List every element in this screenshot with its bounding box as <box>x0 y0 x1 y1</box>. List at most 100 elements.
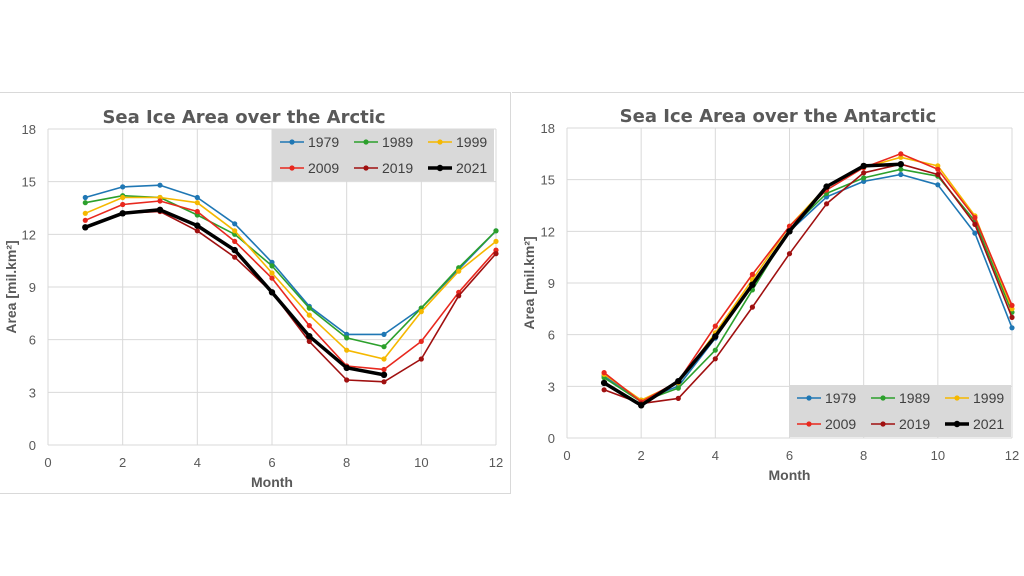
arctic-legend-label-1979: 1979 <box>308 134 339 150</box>
antarctic-legend-label-1979: 1979 <box>825 390 856 406</box>
arctic-y-tick-label: 9 <box>29 280 36 295</box>
arctic-series-2021-point <box>156 206 164 213</box>
antarctic-y-tick-label: 9 <box>548 276 555 291</box>
antarctic-legend-label-1999: 1999 <box>973 390 1004 406</box>
antarctic-series-1989-point <box>675 385 681 391</box>
arctic-y-tick-label: 18 <box>22 122 36 137</box>
antarctic-series-1979-point <box>972 230 978 236</box>
arctic-series-2019-point <box>306 338 312 344</box>
antarctic-legend-marker-2019 <box>880 421 886 427</box>
arctic-series-2009-point <box>381 366 387 373</box>
arctic-x-tick-label: 4 <box>194 455 201 470</box>
antarctic-x-tick-label: 4 <box>712 448 719 463</box>
arctic-series-1999-point <box>306 312 312 318</box>
arctic-series-1979-point <box>157 182 163 188</box>
arctic-series-1989-point <box>306 305 312 311</box>
antarctic-series-2019 <box>601 161 1015 407</box>
arctic-legend-label-2019: 2019 <box>382 160 413 176</box>
antarctic-series-2019-point <box>712 356 718 362</box>
antarctic-series-2019-point <box>972 221 978 227</box>
arctic-series-2021-point <box>343 364 350 371</box>
arctic-series-1999-point <box>120 194 126 201</box>
arctic-series-1999-line <box>84 196 497 360</box>
arctic-series-2021-point <box>194 222 201 229</box>
arctic-series-2019-point <box>344 377 350 383</box>
antarctic-series-2021 <box>600 161 904 409</box>
antarctic-x-tick-label: 0 <box>563 448 570 463</box>
antarctic-x-tick-label: 6 <box>786 448 793 463</box>
arctic-series-1999-point <box>269 270 275 276</box>
antarctic-series-2021-point <box>749 281 756 288</box>
antarctic-legend-marker-2021 <box>953 420 961 428</box>
arctic-x-tick-label: 8 <box>343 455 350 470</box>
arctic-series-1999-point <box>194 200 200 206</box>
arctic-series-1979-point <box>120 184 126 190</box>
antarctic-legend-label-1989: 1989 <box>899 390 930 406</box>
arctic-series-1999-point <box>232 228 238 234</box>
arctic-series-2019-point <box>493 251 499 257</box>
arctic-legend-marker-1989 <box>363 139 369 145</box>
antarctic-legend-label-2019: 2019 <box>899 416 930 432</box>
antarctic-chart-title: Sea Ice Area over the Antarctic <box>620 106 937 127</box>
arctic-chart: Sea Ice Area over the Arctic 0 3 6 9 12 15 18 0 2… <box>3 107 503 490</box>
arctic-chart-title: Sea Ice Area over the Arctic <box>102 107 385 128</box>
arctic-series-1999-point <box>381 356 387 362</box>
antarctic-series-2021-point <box>823 183 830 190</box>
arctic-series-2019-point <box>232 254 238 260</box>
antarctic-series-2019-point <box>749 304 755 310</box>
antarctic-legend-marker-2009 <box>806 421 812 427</box>
arctic-series-2009-point <box>306 323 312 329</box>
antarctic-chart: Sea Ice Area over the Antarctic 0 3 6 9 12 15 1… <box>521 106 1019 483</box>
antarctic-chart-panel: Sea Ice Area over the Antarctic 0 3 6 9 12 15 1… <box>512 92 1024 493</box>
arctic-series-2021-point <box>231 246 238 254</box>
antarctic-y-tick-label: 12 <box>541 224 555 239</box>
arctic-y-tick-label: 12 <box>22 227 36 242</box>
arctic-series-2021 <box>82 206 388 378</box>
arctic-chart-panel: Sea Ice Area over the Arctic 0 3 6 9 12 15 18 0 2… <box>0 92 511 494</box>
antarctic-legend-label-2021: 2021 <box>973 416 1004 432</box>
antarctic-series-2009-point <box>935 166 941 172</box>
antarctic-series-2021-point <box>712 333 719 340</box>
arctic-series-1979-point <box>232 221 238 227</box>
arctic-y-tick-label: 15 <box>22 175 36 190</box>
antarctic-series-1979-line <box>603 173 1013 401</box>
antarctic-series-2019-point <box>1009 314 1015 320</box>
arctic-y-tick-label: 3 <box>29 385 36 400</box>
arctic-series-1999-point <box>418 309 424 315</box>
antarctic-series-1979-point <box>935 182 941 188</box>
arctic-series-1979-point <box>381 331 387 337</box>
antarctic-legend-box <box>789 385 1011 437</box>
antarctic-series-2009-point <box>972 215 978 221</box>
arctic-series-2009-point <box>232 238 238 244</box>
arctic-series-2019-point <box>418 356 424 362</box>
arctic-x-tick-label: 6 <box>268 455 275 470</box>
arctic-series-1999-point <box>456 268 462 274</box>
antarctic-y-tick-label: 15 <box>541 173 555 188</box>
arctic-x-axis-label: Month <box>251 474 293 490</box>
arctic-x-tick-label: 10 <box>414 455 428 470</box>
antarctic-series-2019-point <box>935 171 941 178</box>
arctic-series-1989-point <box>493 228 499 234</box>
antarctic-x-axis-label: Month <box>769 467 811 483</box>
arctic-series-2021-point <box>82 224 89 231</box>
antarctic-series-2009-point <box>1009 302 1015 308</box>
arctic-series-1999-point <box>493 238 499 244</box>
arctic-series-2019-point <box>456 293 462 299</box>
arctic-y-axis-label: Area [mil.km²] <box>3 240 19 333</box>
antarctic-series-2019-point <box>861 170 867 176</box>
arctic-series-1999 <box>82 194 499 362</box>
arctic-series-2021-point <box>268 289 276 296</box>
arctic-series-1989 <box>82 193 499 350</box>
arctic-series-2009-point <box>157 198 163 204</box>
antarctic-series-1989-point <box>898 166 904 172</box>
arctic-legend-label-2009: 2009 <box>308 160 339 176</box>
antarctic-series-2009-point <box>749 271 755 277</box>
arctic-series-2009-point <box>120 201 126 208</box>
arctic-legend-marker-1999 <box>437 139 443 145</box>
antarctic-series-2009 <box>601 151 1015 405</box>
antarctic-series-2021-point <box>638 402 645 409</box>
arctic-series-2009-point <box>269 275 275 281</box>
arctic-series-1979-point <box>194 194 200 201</box>
arctic-series-1989-point <box>381 344 387 350</box>
arctic-series-1989-point <box>344 335 350 341</box>
